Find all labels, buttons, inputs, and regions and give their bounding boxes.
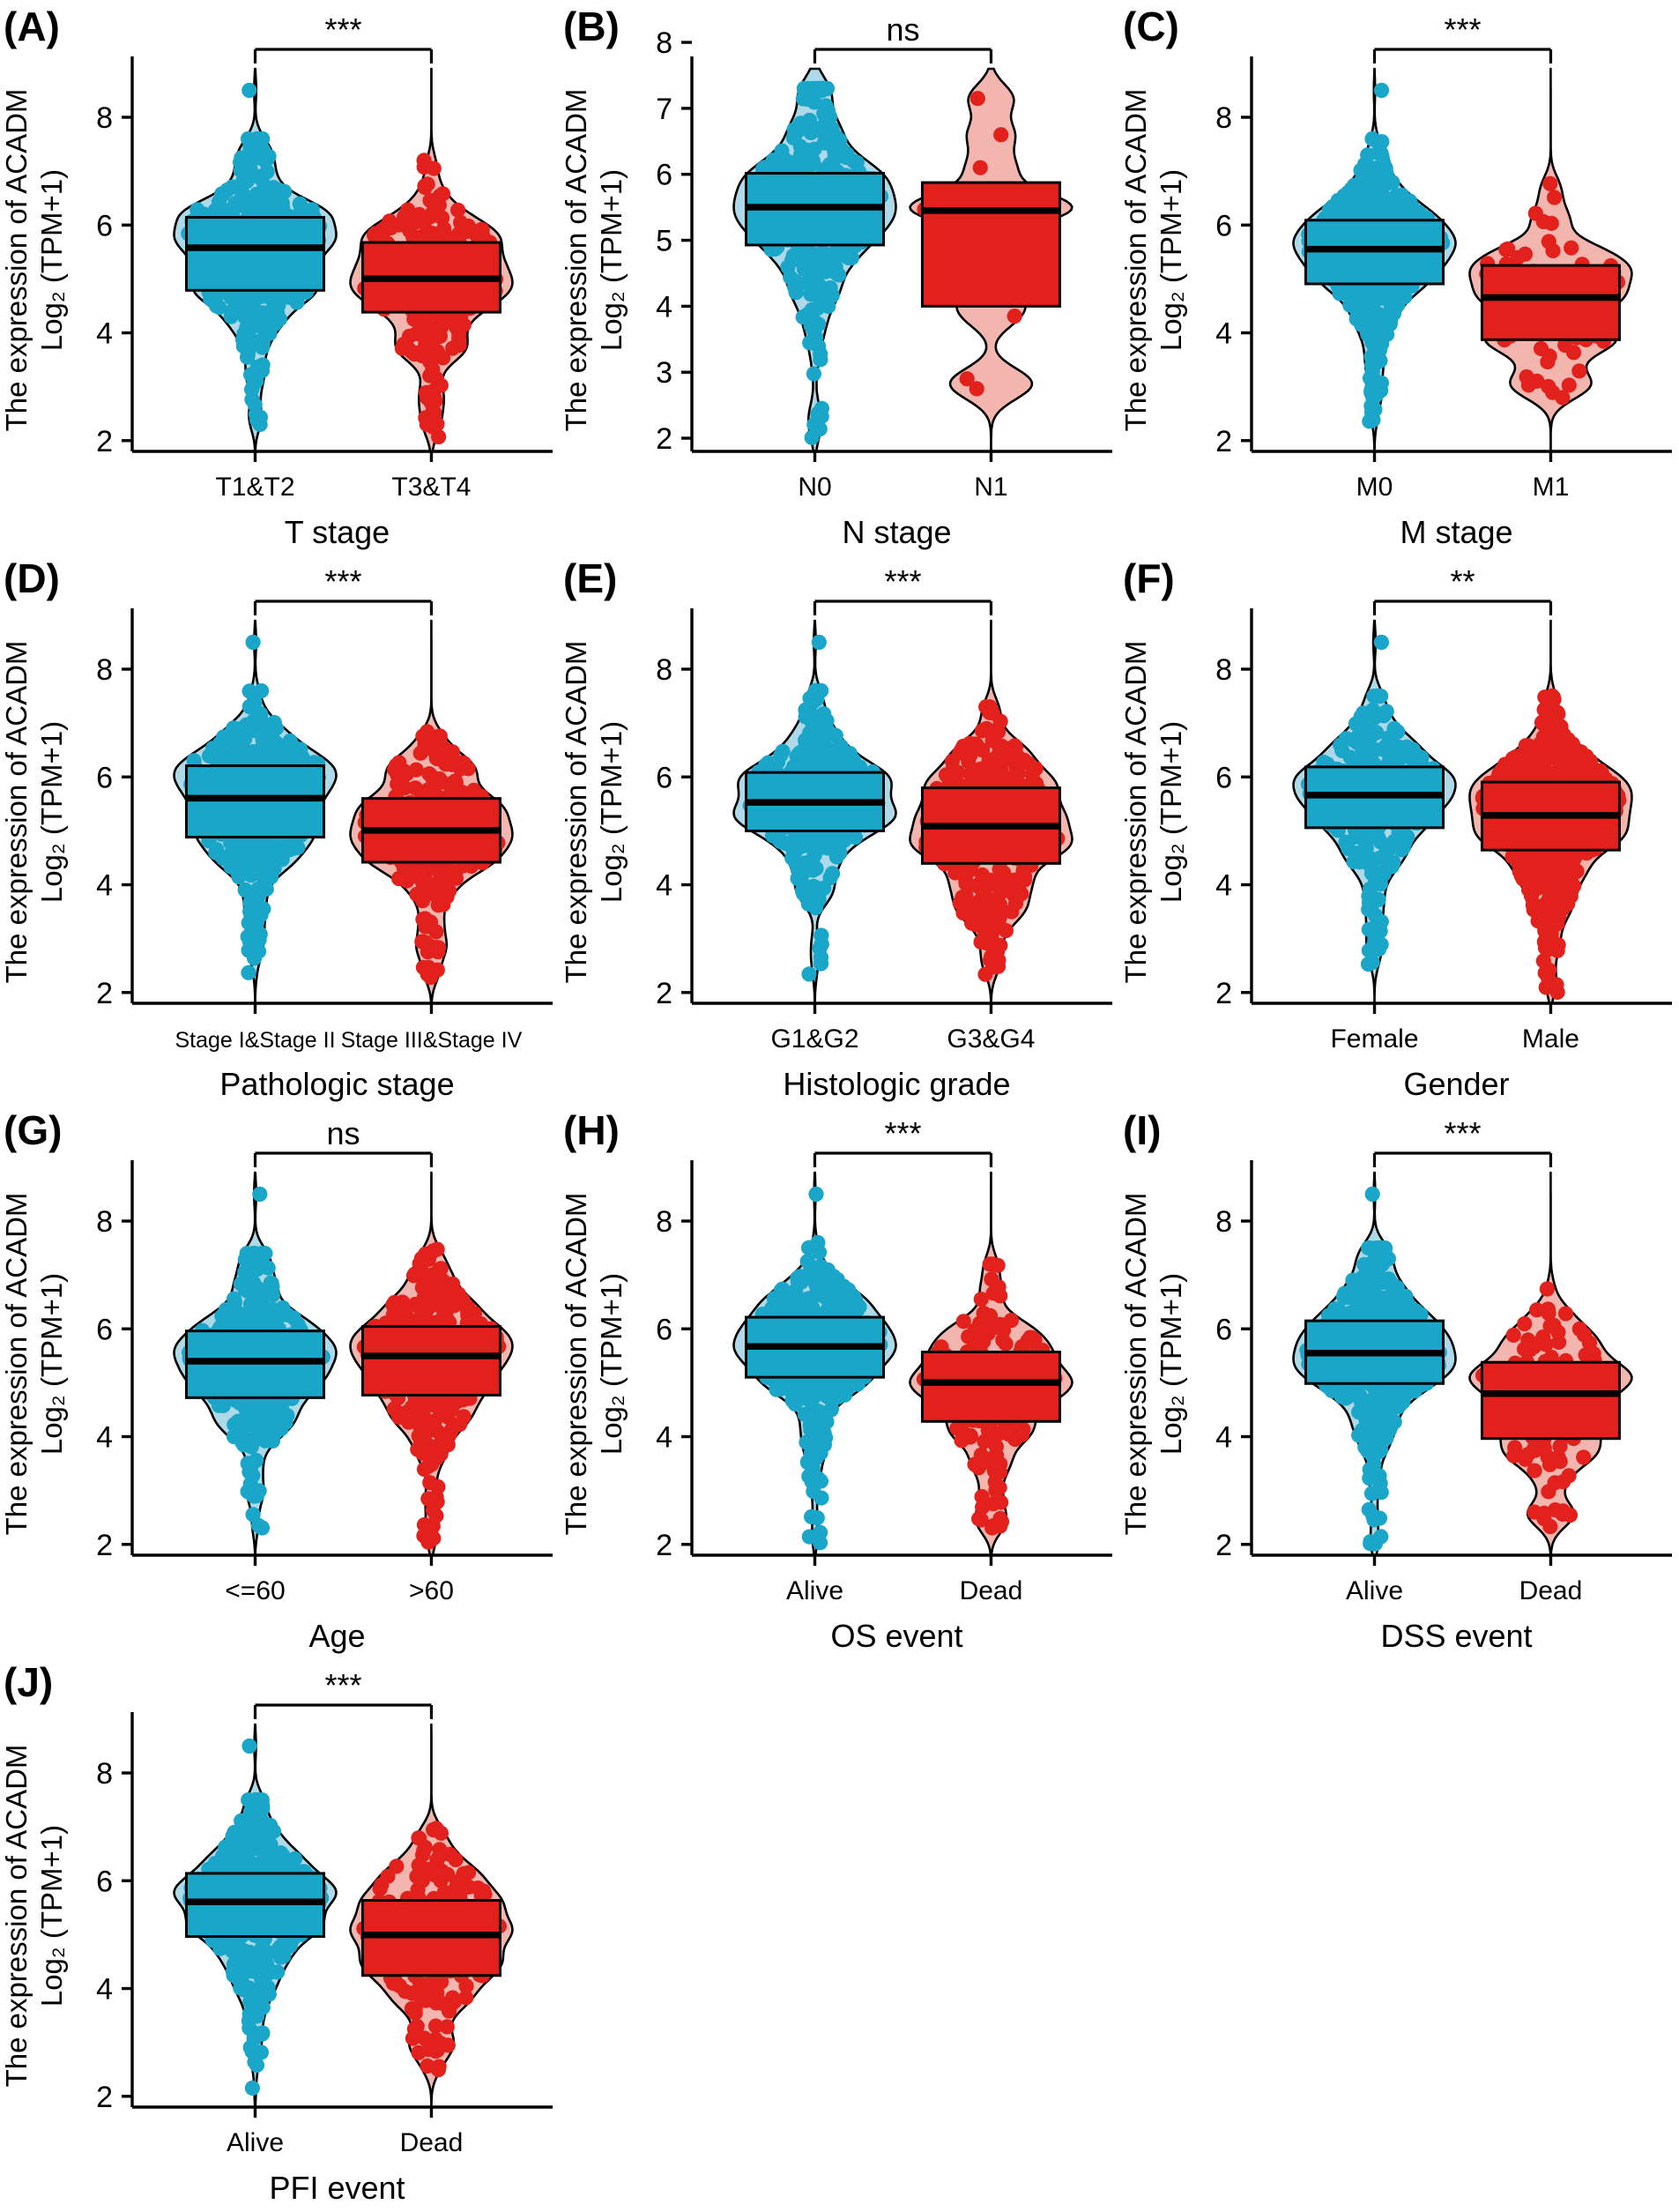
svg-text:Male: Male xyxy=(1522,1024,1579,1054)
svg-text:(B): (B) xyxy=(563,4,620,49)
svg-text:(C): (C) xyxy=(1123,4,1179,49)
svg-text:**: ** xyxy=(1450,563,1475,600)
svg-text:2: 2 xyxy=(96,977,113,1010)
svg-text:<=60: <=60 xyxy=(225,1576,285,1605)
svg-text:4: 4 xyxy=(1215,317,1232,351)
svg-text:M1: M1 xyxy=(1533,473,1570,502)
svg-text:8: 8 xyxy=(96,653,113,687)
svg-text:Pathologic stage: Pathologic stage xyxy=(219,1066,454,1102)
svg-text:Histologic grade: Histologic grade xyxy=(783,1066,1010,1102)
svg-text:4: 4 xyxy=(656,869,672,903)
svg-text:8: 8 xyxy=(1215,653,1232,687)
svg-text:5: 5 xyxy=(656,225,672,258)
svg-text:Log₂ (TPM+1): Log₂ (TPM+1) xyxy=(1155,169,1187,351)
svg-text:G3&G4: G3&G4 xyxy=(947,1024,1035,1054)
svg-text:2: 2 xyxy=(1215,977,1232,1010)
svg-text:(H): (H) xyxy=(563,1107,620,1153)
svg-text:Gender: Gender xyxy=(1403,1066,1509,1102)
svg-text:***: *** xyxy=(884,1115,921,1151)
svg-text:6: 6 xyxy=(96,209,113,242)
svg-text:***: *** xyxy=(324,563,361,600)
svg-text:4: 4 xyxy=(1215,869,1232,903)
svg-text:Female: Female xyxy=(1330,1024,1418,1054)
svg-text:3: 3 xyxy=(656,356,672,390)
svg-text:Alive: Alive xyxy=(786,1576,843,1605)
svg-text:8: 8 xyxy=(656,1205,672,1239)
svg-text:The expression of ACADM: The expression of ACADM xyxy=(560,1193,592,1536)
svg-text:Log₂ (TPM+1): Log₂ (TPM+1) xyxy=(595,721,628,903)
svg-text:G1&G2: G1&G2 xyxy=(770,1024,858,1054)
svg-text:The expression of ACADM: The expression of ACADM xyxy=(0,1193,33,1536)
svg-text:Stage I&Stage II: Stage I&Stage II xyxy=(175,1028,335,1053)
svg-text:6: 6 xyxy=(1215,209,1232,242)
svg-text:7: 7 xyxy=(656,93,672,126)
svg-text:6: 6 xyxy=(656,761,672,794)
svg-text:4: 4 xyxy=(656,290,672,324)
svg-text:Log₂ (TPM+1): Log₂ (TPM+1) xyxy=(35,1273,68,1455)
svg-text:ns: ns xyxy=(326,1115,360,1151)
svg-text:6: 6 xyxy=(96,761,113,794)
svg-text:OS event: OS event xyxy=(830,1618,962,1654)
svg-text:(D): (D) xyxy=(4,555,60,601)
svg-text:6: 6 xyxy=(1215,761,1232,794)
svg-text:M0: M0 xyxy=(1356,473,1393,502)
svg-text:8: 8 xyxy=(656,26,672,60)
svg-text:***: *** xyxy=(1444,11,1481,48)
svg-text:Log₂ (TPM+1): Log₂ (TPM+1) xyxy=(35,169,68,351)
svg-text:4: 4 xyxy=(96,317,113,351)
svg-text:The expression of ACADM: The expression of ACADM xyxy=(0,641,33,984)
svg-text:N1: N1 xyxy=(974,473,1007,502)
svg-text:***: *** xyxy=(884,563,921,600)
svg-text:>60: >60 xyxy=(409,1576,454,1605)
svg-text:2: 2 xyxy=(656,1529,672,1562)
svg-text:Age: Age xyxy=(308,1618,365,1654)
svg-text:M stage: M stage xyxy=(1400,514,1512,550)
svg-text:T1&T2: T1&T2 xyxy=(215,473,294,502)
svg-text:(G): (G) xyxy=(4,1107,62,1153)
svg-text:Log₂ (TPM+1): Log₂ (TPM+1) xyxy=(1155,721,1187,903)
svg-text:N0: N0 xyxy=(798,473,831,502)
svg-text:The expression of ACADM: The expression of ACADM xyxy=(560,641,592,984)
svg-text:(F): (F) xyxy=(1123,555,1175,601)
svg-text:2: 2 xyxy=(96,1529,113,1562)
svg-text:6: 6 xyxy=(96,1313,113,1346)
svg-text:(E): (E) xyxy=(563,555,617,601)
svg-text:The expression of ACADM: The expression of ACADM xyxy=(1119,641,1152,984)
svg-text:4: 4 xyxy=(96,1421,113,1455)
svg-text:Stage III&Stage IV: Stage III&Stage IV xyxy=(341,1028,523,1053)
svg-text:6: 6 xyxy=(656,159,672,192)
svg-text:The expression of ACADM: The expression of ACADM xyxy=(0,89,33,432)
svg-text:***: *** xyxy=(324,11,361,48)
svg-text:Dead: Dead xyxy=(960,1576,1023,1605)
svg-text:N stage: N stage xyxy=(842,514,951,550)
svg-text:8: 8 xyxy=(656,653,672,687)
svg-text:6: 6 xyxy=(656,1313,672,1346)
svg-text:Log₂ (TPM+1): Log₂ (TPM+1) xyxy=(35,721,68,903)
svg-text:4: 4 xyxy=(96,869,113,903)
svg-text:2: 2 xyxy=(656,422,672,456)
svg-text:8: 8 xyxy=(96,1205,113,1239)
svg-text:T stage: T stage xyxy=(285,514,390,550)
svg-text:(A): (A) xyxy=(4,4,60,49)
svg-text:Log₂ (TPM+1): Log₂ (TPM+1) xyxy=(595,169,628,351)
svg-text:8: 8 xyxy=(1215,101,1232,135)
svg-text:8: 8 xyxy=(96,101,113,135)
svg-text:2: 2 xyxy=(96,425,113,458)
svg-text:4: 4 xyxy=(656,1421,672,1455)
svg-text:ns: ns xyxy=(886,11,919,48)
svg-text:2: 2 xyxy=(1215,425,1232,458)
svg-text:Log₂ (TPM+1): Log₂ (TPM+1) xyxy=(595,1273,628,1455)
svg-text:2: 2 xyxy=(656,977,672,1010)
svg-text:The expression of ACADM: The expression of ACADM xyxy=(1119,89,1152,432)
svg-text:The expression of ACADM: The expression of ACADM xyxy=(560,89,592,432)
svg-text:T3&T4: T3&T4 xyxy=(391,473,471,502)
